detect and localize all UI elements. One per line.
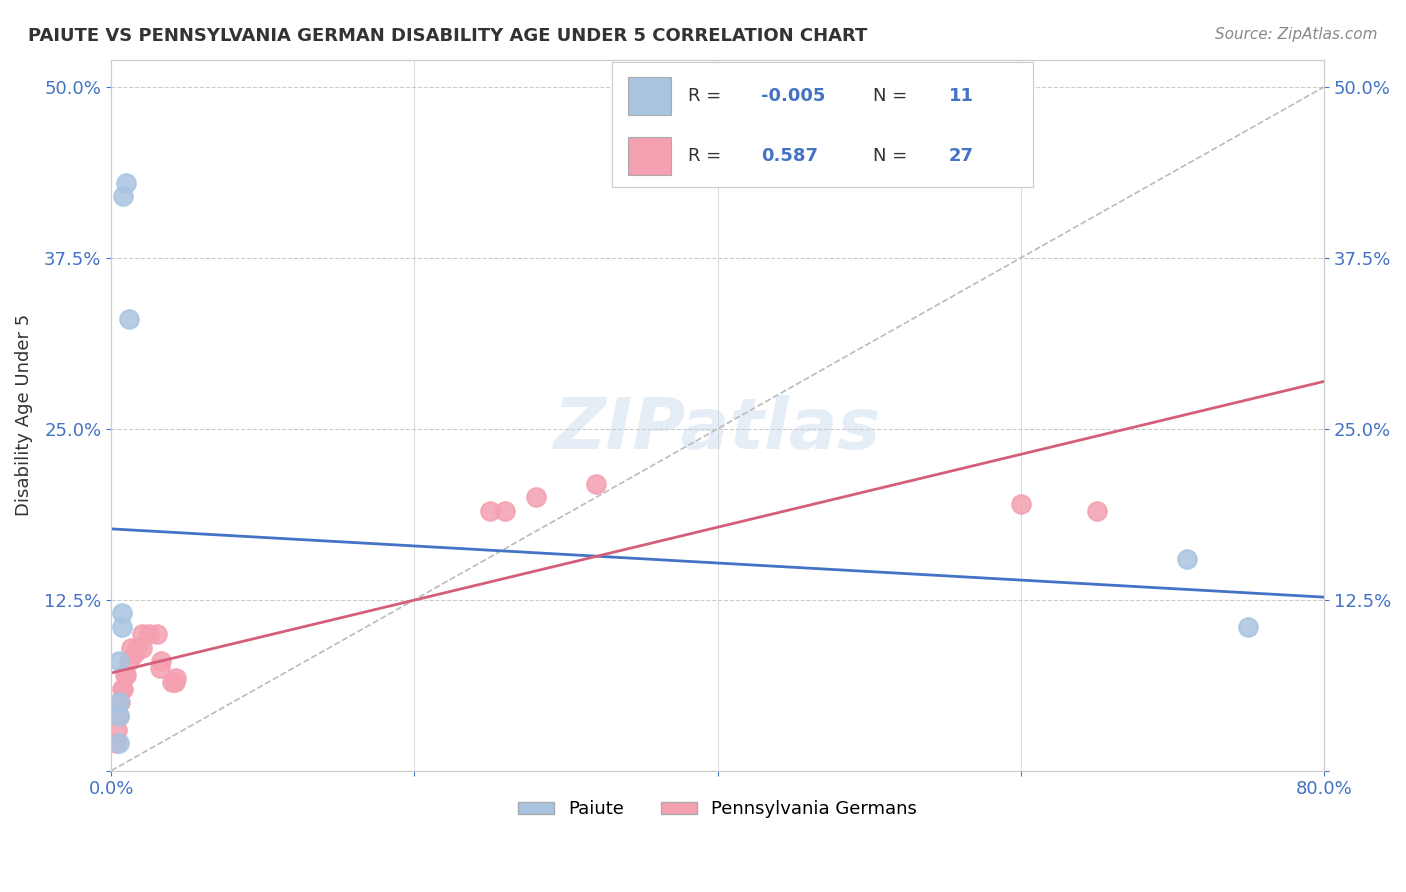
Point bbox=[524, 490, 547, 504]
Text: N =: N = bbox=[873, 147, 912, 165]
Point bbox=[160, 674, 183, 689]
Point bbox=[131, 627, 153, 641]
Text: 11: 11 bbox=[949, 87, 974, 105]
Point bbox=[585, 476, 607, 491]
Y-axis label: Disability Age Under 5: Disability Age Under 5 bbox=[15, 314, 32, 516]
Point bbox=[107, 709, 129, 723]
Point bbox=[479, 504, 502, 518]
FancyBboxPatch shape bbox=[628, 78, 671, 115]
Point bbox=[165, 671, 187, 685]
Point bbox=[494, 504, 516, 518]
Point bbox=[114, 668, 136, 682]
Point bbox=[138, 627, 160, 641]
Point bbox=[112, 681, 135, 696]
Point bbox=[150, 654, 173, 668]
Point bbox=[1010, 497, 1032, 511]
Text: PAIUTE VS PENNSYLVANIA GERMAN DISABILITY AGE UNDER 5 CORRELATION CHART: PAIUTE VS PENNSYLVANIA GERMAN DISABILITY… bbox=[28, 27, 868, 45]
Point bbox=[125, 640, 148, 655]
Legend: Paiute, Pennsylvania Germans: Paiute, Pennsylvania Germans bbox=[510, 793, 924, 826]
Point bbox=[107, 736, 129, 750]
Point bbox=[145, 627, 167, 641]
Point bbox=[111, 620, 134, 634]
Point bbox=[111, 681, 134, 696]
Text: R =: R = bbox=[688, 147, 727, 165]
Point bbox=[105, 723, 128, 737]
Text: R =: R = bbox=[688, 87, 727, 105]
Point bbox=[107, 709, 129, 723]
Point bbox=[115, 176, 138, 190]
Point bbox=[131, 640, 153, 655]
Point bbox=[118, 654, 141, 668]
Text: 27: 27 bbox=[949, 147, 974, 165]
Text: ZIPatlas: ZIPatlas bbox=[554, 395, 882, 464]
Point bbox=[149, 661, 172, 675]
Point bbox=[163, 674, 186, 689]
Point bbox=[111, 607, 134, 621]
Point bbox=[104, 736, 127, 750]
Point bbox=[115, 668, 138, 682]
Point bbox=[107, 695, 129, 709]
Point bbox=[120, 640, 142, 655]
Point bbox=[122, 648, 145, 662]
Point bbox=[1237, 620, 1260, 634]
Text: -0.005: -0.005 bbox=[762, 87, 825, 105]
Point bbox=[118, 312, 141, 326]
Point bbox=[1085, 504, 1108, 518]
FancyBboxPatch shape bbox=[628, 137, 671, 175]
Point bbox=[110, 695, 132, 709]
Text: Source: ZipAtlas.com: Source: ZipAtlas.com bbox=[1215, 27, 1378, 42]
Text: 0.587: 0.587 bbox=[762, 147, 818, 165]
Point bbox=[107, 654, 129, 668]
Text: N =: N = bbox=[873, 87, 912, 105]
Point bbox=[112, 189, 135, 203]
Point bbox=[1177, 551, 1199, 566]
